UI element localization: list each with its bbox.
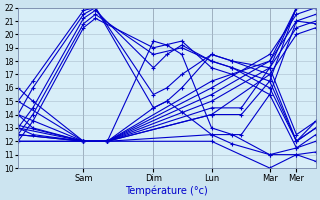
X-axis label: Température (°c): Température (°c) — [125, 185, 208, 196]
